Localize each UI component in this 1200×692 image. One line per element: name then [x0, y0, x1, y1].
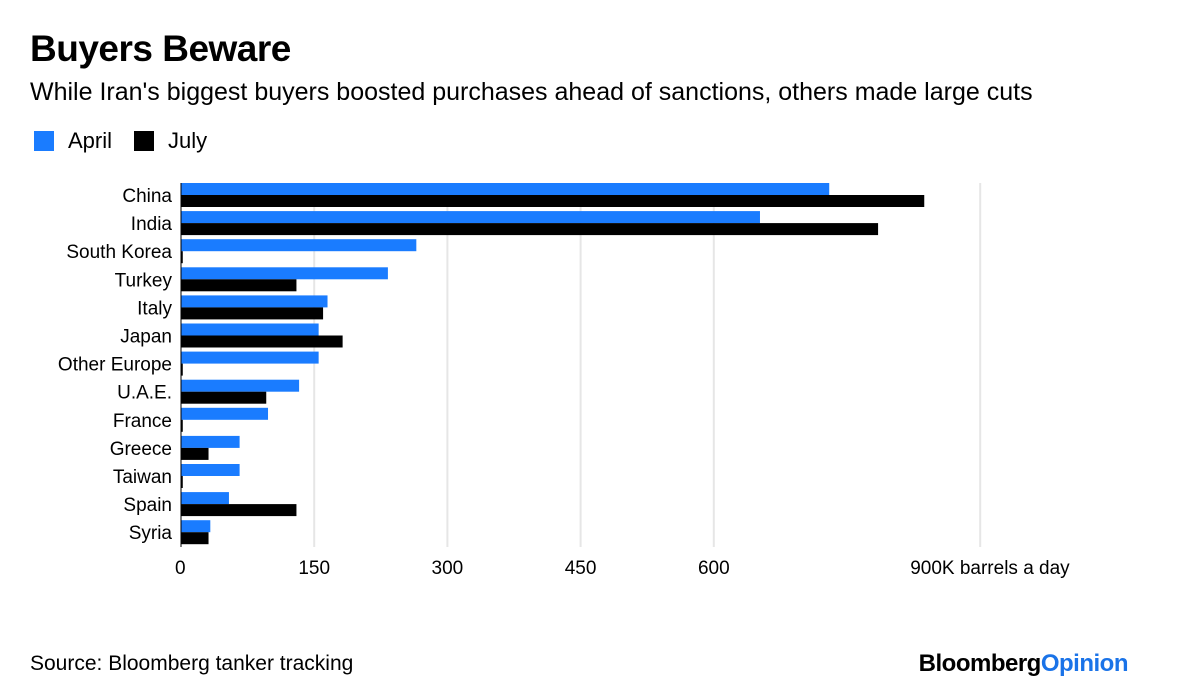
bar-july-spain — [181, 504, 297, 517]
bar-april-other-europe — [181, 351, 319, 364]
bar-april-spain — [181, 492, 229, 505]
bar-april-syria — [181, 520, 211, 533]
x-tick-label-2: 300 — [432, 558, 464, 579]
bar-april-turkey — [181, 267, 388, 280]
bar-april-italy — [181, 295, 328, 308]
legend-item-july: July — [134, 128, 207, 154]
legend-swatch-july — [134, 131, 155, 151]
x-tick-label-3: 450 — [565, 558, 597, 579]
bar-april-taiwan — [181, 464, 240, 476]
bar-july-other-europe — [181, 363, 183, 376]
bar-july-japan — [181, 335, 343, 348]
bar-july-syria — [181, 532, 209, 545]
category-label-south-korea: South Korea — [66, 242, 172, 263]
legend: April July — [34, 128, 229, 154]
category-label-china: China — [122, 186, 172, 207]
category-label-india: India — [131, 214, 173, 235]
x-tick-label-4: 600 — [698, 558, 730, 579]
chart-title: Buyers Beware — [30, 28, 291, 69]
category-label-turkey: Turkey — [115, 270, 173, 291]
category-label-japan: Japan — [120, 327, 172, 348]
category-label-other-europe: Other Europe — [58, 355, 172, 376]
source-note: Source: Bloomberg tanker tracking — [30, 652, 354, 675]
brand-logo: BloombergOpinion — [918, 650, 1129, 677]
bar-july-u-a-e- — [181, 391, 267, 404]
legend-item-april: April — [34, 128, 112, 154]
legend-swatch-april — [34, 131, 54, 151]
x-tick-label-5: 900K barrels a day — [910, 558, 1070, 579]
bar-chart: China India South Korea Turkey Italy Japan Oth… — [58, 183, 1070, 579]
bar-april-france — [181, 407, 269, 420]
bar-april-japan — [181, 323, 319, 336]
x-tick-label-0: 0 — [175, 558, 186, 579]
bar-april-china — [181, 183, 830, 195]
category-label-u-a-e-: U.A.E. — [117, 383, 172, 404]
x-tick-label-1: 150 — [298, 558, 330, 579]
category-label-france: France — [113, 411, 172, 432]
bar-april-u-a-e- — [181, 379, 300, 392]
category-label-greece: Greece — [110, 439, 172, 460]
category-label-spain: Spain — [123, 495, 172, 516]
category-label-syria: Syria — [129, 523, 173, 544]
bar-july-italy — [181, 307, 324, 320]
bar-april-greece — [181, 435, 240, 448]
bar-july-taiwan — [181, 476, 183, 488]
bar-july-france — [181, 419, 183, 432]
bar-july-greece — [181, 447, 209, 460]
bar-july-south-korea — [181, 251, 183, 264]
bar-april-south-korea — [181, 239, 417, 252]
bar-july-turkey — [181, 279, 297, 292]
bar-july-china — [181, 195, 925, 207]
legend-label-july: July — [168, 128, 208, 153]
category-label-taiwan: Taiwan — [113, 467, 172, 488]
bar-july-india — [181, 223, 879, 236]
chart-subtitle: While Iran's biggest buyers boosted purc… — [30, 78, 1033, 106]
bar-april-india — [181, 211, 760, 224]
legend-label-april: April — [68, 128, 113, 153]
category-label-italy: Italy — [137, 298, 172, 319]
